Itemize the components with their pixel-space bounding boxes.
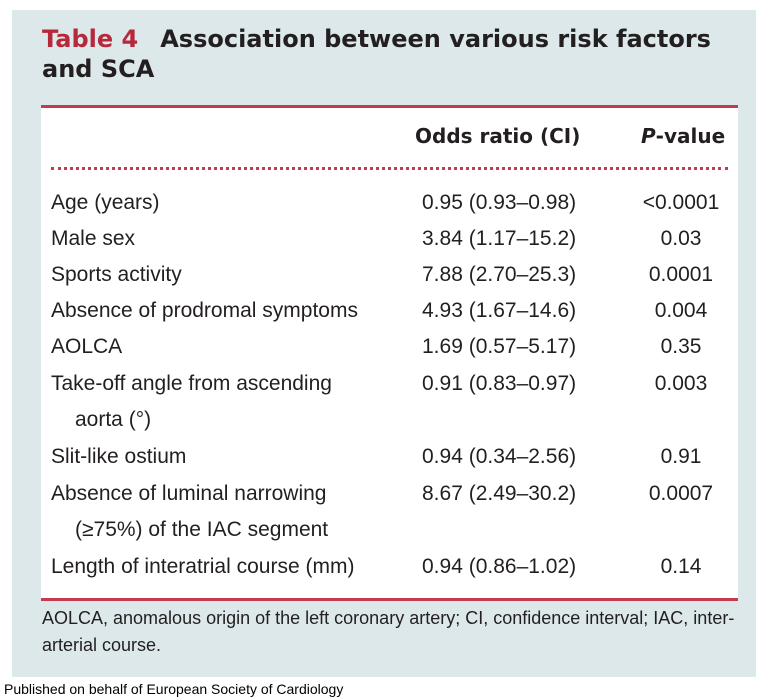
row-odds-ratio: 0.94 (0.86–1.02) (422, 555, 577, 578)
row-p-value: 0.0007 (648, 482, 714, 505)
header-divider (51, 167, 728, 170)
row-p-value: 0.003 (654, 372, 708, 395)
table-footnote: AOLCA, anomalous origin of the left coro… (42, 608, 735, 655)
column-header-p-value: P-value (641, 124, 725, 148)
row-factor: Slit-like ostium (51, 439, 411, 475)
data-table: Odds ratio (CI) P-value Age (years) 0.95… (41, 105, 738, 601)
factor-text: Absence of luminal narrowing (51, 482, 327, 505)
row-odds-ratio: 3.84 (1.17–15.2) (422, 227, 577, 250)
publisher-credit: Published on behalf of European Society … (4, 681, 344, 697)
row-factor: Absence of prodromal symptoms (51, 293, 411, 329)
row-odds-ratio: 1.69 (0.57–5.17) (422, 335, 577, 358)
row-factor: Male sex (51, 221, 411, 257)
factor-continuation: aorta (°) (75, 408, 152, 431)
p-value-header-rest: -value (655, 124, 726, 148)
factor-text: Age (years) (51, 191, 160, 214)
row-p-value: 0.14 (660, 555, 702, 578)
factor-continuation: (≥75%) of the IAC segment (75, 518, 329, 541)
factor-text: Length of interatrial course (mm) (51, 555, 355, 578)
factor-text: Absence of prodromal symptoms (51, 299, 358, 322)
row-p-value: 0.03 (660, 227, 702, 250)
row-p-value: 0.35 (660, 335, 702, 358)
table-number: Table 4 (42, 25, 139, 53)
row-p-value: 0.004 (654, 299, 708, 322)
row-factor: AOLCA (51, 329, 411, 365)
row-factor: Absence of luminal narrowing (≥75%) of th… (51, 476, 411, 548)
row-odds-ratio: 0.94 (0.34–2.56) (422, 445, 577, 468)
row-factor: Sports activity (51, 257, 411, 293)
row-p-value: 0.0001 (648, 263, 714, 286)
factor-text: Male sex (51, 227, 136, 250)
column-header-odds-ratio: Odds ratio (CI) (415, 124, 581, 148)
factor-text: AOLCA (51, 335, 123, 358)
row-odds-ratio: 8.67 (2.49–30.2) (422, 482, 577, 505)
p-value-header-italic: P (641, 124, 656, 148)
table-title: Table 4 Association between various risk … (42, 24, 754, 84)
table-panel: Table 4 Association between various risk … (12, 10, 756, 677)
factor-text: Sports activity (51, 263, 182, 286)
row-odds-ratio: 7.88 (2.70–25.3) (422, 263, 577, 286)
row-odds-ratio: 0.91 (0.83–0.97) (422, 372, 577, 395)
table-caption: Association between various risk factors… (42, 25, 711, 83)
row-factor: Age (years) (51, 185, 411, 221)
row-odds-ratio: 0.95 (0.93–0.98) (422, 191, 577, 214)
row-factor: Take-off angle from ascending aorta (°) (51, 366, 411, 438)
row-factor: Length of interatrial course (mm) (51, 549, 411, 585)
factor-text: Take-off angle from ascending (51, 372, 332, 395)
factor-text: Slit-like ostium (51, 445, 187, 468)
row-p-value: <0.0001 (642, 191, 720, 214)
row-odds-ratio: 4.93 (1.67–14.6) (422, 299, 577, 322)
row-p-value: 0.91 (660, 445, 702, 468)
